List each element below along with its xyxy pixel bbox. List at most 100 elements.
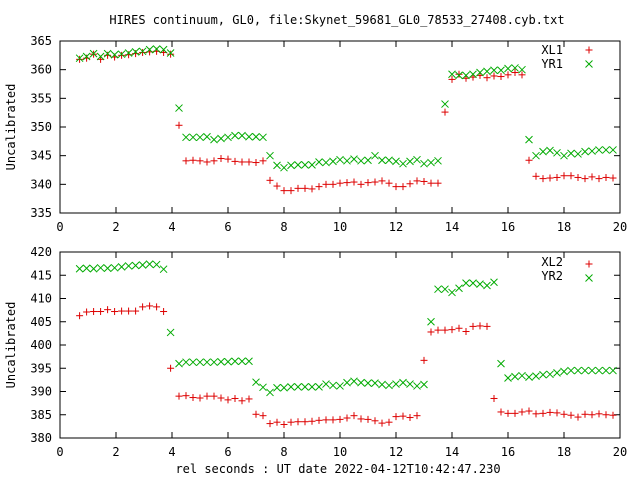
data-point-yr1 (301, 160, 309, 169)
data-point-xl1 (301, 184, 309, 192)
data-point-xl1 (245, 158, 253, 166)
legend-label-xl1: XL1 (541, 43, 563, 57)
data-point-xl1 (595, 175, 603, 183)
data-point-yr2 (322, 380, 330, 388)
data-point-xl2 (196, 394, 204, 402)
data-point-yr1 (455, 71, 463, 80)
y-tick-label: 420 (30, 245, 52, 259)
data-point-xl2 (462, 328, 470, 336)
data-point-xl2 (602, 411, 610, 419)
data-point-yr2 (511, 372, 519, 381)
y-tick-label: 365 (30, 34, 52, 48)
data-point-xl1 (399, 183, 407, 191)
y-tick-label: 415 (30, 268, 52, 282)
data-point-yr2 (329, 381, 337, 390)
data-point-yr2 (294, 382, 302, 391)
data-point-xl2 (378, 419, 386, 427)
y-tick-label: 335 (30, 206, 52, 220)
data-point-xl1 (490, 72, 498, 80)
data-point-xl1 (273, 182, 281, 190)
data-point-xl1 (167, 50, 175, 58)
legend-label-yr2: YR2 (541, 269, 563, 283)
data-point-yr1 (371, 151, 379, 160)
data-point-yr1 (266, 151, 274, 160)
data-point-xl1 (483, 74, 491, 82)
data-point-xl2 (434, 326, 442, 334)
data-point-xl1 (294, 184, 302, 192)
data-point-xl2 (153, 303, 161, 311)
data-point-yr2 (399, 378, 407, 387)
x-tick-label: 0 (56, 220, 63, 234)
data-point-xl1 (350, 178, 358, 186)
data-point-yr2 (448, 288, 456, 297)
data-point-xl2 (132, 307, 140, 315)
data-point-xl2 (588, 411, 596, 419)
data-point-yr2 (287, 382, 295, 391)
data-point-yr1 (525, 135, 533, 144)
data-point-xl1 (539, 175, 547, 183)
x-tick-label: 8 (280, 445, 287, 459)
data-point-yr2 (490, 278, 498, 287)
data-point-xl2 (441, 326, 449, 334)
data-point-yr1 (189, 133, 197, 142)
legend-marker-xl2 (585, 260, 593, 268)
data-point-yr1 (203, 132, 211, 141)
data-point-yr2 (420, 380, 428, 389)
data-point-xl2 (413, 412, 421, 420)
data-point-yr1 (574, 150, 582, 158)
x-tick-label: 20 (613, 445, 627, 459)
x-tick-label: 2 (112, 445, 119, 459)
x-tick-label: 12 (389, 445, 403, 459)
data-point-yr1 (166, 49, 175, 57)
data-point-xl1 (343, 179, 351, 187)
data-point-yr2 (518, 371, 526, 380)
data-point-xl1 (259, 157, 267, 165)
data-point-yr2 (259, 383, 267, 392)
data-point-yr1 (322, 158, 330, 167)
data-point-yr2 (145, 260, 154, 268)
data-point-xl2 (448, 326, 456, 334)
data-point-yr2 (96, 263, 105, 272)
data-point-yr2 (182, 358, 190, 367)
data-point-yr2 (159, 265, 168, 274)
legend-label-yr1: YR1 (541, 57, 563, 71)
data-point-yr2 (378, 380, 386, 389)
data-point-yr2 (166, 328, 175, 337)
data-point-yr1 (96, 52, 105, 61)
data-point-xl2 (329, 416, 337, 424)
data-point-yr1 (336, 155, 344, 164)
data-point-xl2 (357, 415, 365, 423)
data-point-yr1 (259, 133, 267, 142)
data-point-xl1 (83, 54, 91, 62)
data-point-yr1 (546, 146, 554, 155)
data-point-yr2 (539, 370, 547, 379)
data-point-yr1 (504, 64, 512, 73)
legend-marker-xl1 (585, 46, 593, 54)
x-tick-label: 14 (445, 445, 459, 459)
y-tick-label: 395 (30, 361, 52, 375)
data-point-yr2 (560, 367, 568, 376)
data-point-xl1 (322, 180, 330, 188)
data-point-yr1 (131, 48, 140, 56)
data-point-yr1 (245, 132, 253, 141)
data-point-xl2 (118, 307, 126, 315)
data-point-yr1 (567, 149, 575, 158)
data-point-xl1 (511, 69, 519, 77)
data-point-yr1 (196, 133, 204, 142)
data-point-xl1 (189, 156, 197, 164)
data-point-yr1 (315, 158, 323, 166)
data-point-yr2 (110, 263, 119, 272)
x-tick-label: 6 (224, 445, 231, 459)
top-y-axis-label: Uncalibrated (4, 84, 18, 171)
data-point-xl2 (280, 421, 288, 429)
data-point-xl1 (196, 157, 204, 165)
data-point-xl2 (385, 418, 393, 426)
data-point-xl2 (224, 396, 232, 404)
data-point-yr2 (117, 263, 126, 271)
data-point-xl1 (420, 177, 428, 185)
data-point-yr1 (210, 135, 218, 144)
data-point-xl1 (104, 51, 112, 59)
data-point-xl2 (238, 397, 246, 405)
data-point-yr2 (469, 279, 477, 288)
data-point-xl1 (139, 48, 147, 56)
